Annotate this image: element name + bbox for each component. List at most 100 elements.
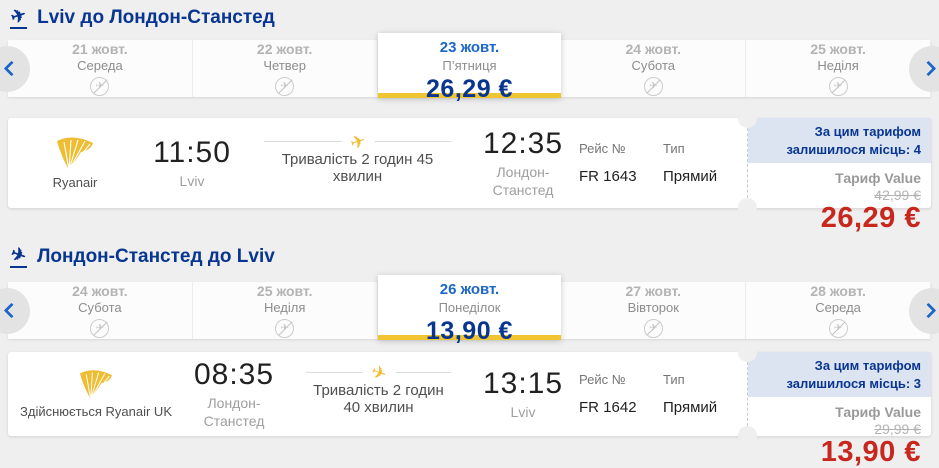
plane-takeoff-icon: ✈ [8, 4, 29, 29]
arrival-column: 12:35 Лондон-Станстед [467, 127, 579, 199]
date-label: 21 жовт. [72, 41, 128, 57]
flight-number-value: FR 1643 [579, 168, 637, 185]
date-cell[interactable]: 27 жовт. Вівторок ✈ [561, 282, 747, 339]
date-label: 23 жовт. [439, 39, 500, 56]
flight-type-column: Тип Прямий [663, 372, 747, 416]
plane-landing-icon: ✈ [8, 243, 30, 268]
date-cell[interactable]: 25 жовт. Неділя ✈ [746, 40, 931, 97]
no-flight-icon: ✈ [90, 319, 110, 338]
flight-type-label: Тип [663, 141, 685, 156]
flight-type-column: Тип Прямий [663, 141, 747, 185]
no-flight-icon: ✈ [643, 319, 663, 338]
arrival-city: Lviv [510, 403, 536, 420]
current-price: 13,90 € [820, 436, 921, 468]
old-price: 29,99 € [874, 421, 921, 438]
date-cell[interactable]: 24 жовт. Субота ✈ [561, 40, 747, 97]
inbound-title-text: Лондон-Станстед до Lviv [37, 246, 275, 267]
inbound-flight-card[interactable]: Здійснюється Ryanair UK 08:35 Лондон-Ста… [8, 343, 931, 468]
departure-time: 08:35 [193, 358, 275, 391]
date-label: 25 жовт. [810, 41, 866, 57]
arrival-time: 13:15 [482, 366, 564, 400]
seats-left-banner: За цим тарифом залишилося місць: 3 [748, 352, 931, 398]
date-label: 22 жовт. [256, 41, 313, 57]
date-cell-selected[interactable]: 26 жовт. Понеділок 13,90 € [377, 275, 562, 345]
no-flight-icon: ✈ [828, 77, 848, 96]
next-dates-button[interactable] [909, 45, 939, 92]
current-price: 26,29 € [820, 202, 921, 235]
duration-text: Тривалість 2 годин 40 хвилин [313, 382, 444, 416]
ticket-notch [738, 109, 757, 128]
duration-column: ✈ Тривалість 2 годин 45 хвилин [248, 130, 467, 185]
flight-path-line: ✈ [306, 361, 451, 384]
date-price: 26,29 € [426, 75, 513, 103]
fare-panel[interactable]: За цим тарифом залишилося місць: 3 Тариф… [738, 343, 931, 468]
fare-type-label: Тариф Value [835, 404, 921, 421]
departure-city: Лондон-Станстед [203, 395, 265, 429]
date-label: 28 жовт. [810, 283, 866, 299]
next-dates-button[interactable] [909, 287, 939, 334]
chevron-right-icon [920, 60, 936, 77]
outbound-flight-card[interactable]: Ryanair 11:50 Lviv ✈ Тривалість 2 годин … [8, 109, 931, 234]
carrier-name: Ryanair [52, 175, 98, 190]
date-label: 24 жовт. [625, 41, 682, 57]
seats-left-banner: За цим тарифом залишилося місць: 4 [748, 118, 931, 164]
no-flight-icon: ✈ [275, 319, 295, 338]
weekday-label: Четвер [263, 58, 307, 73]
flight-path-line: ✈ [264, 130, 451, 153]
arrival-time: 12:35 [482, 127, 564, 160]
outbound-date-carousel: 21 жовт. Середа ✈ 22 жовт. Четвер ✈ 23 ж… [0, 33, 939, 103]
departure-column: 11:50 Lviv [136, 136, 248, 191]
weekday-label: Неділя [263, 300, 306, 315]
carrier-column: Здійснюється Ryanair UK [8, 369, 178, 419]
inbound-section-title: ✈ Лондон-Станстед до Lviv [8, 243, 275, 268]
no-flight-icon: ✈ [275, 77, 295, 96]
date-cell-selected[interactable]: 23 жовт. П’ятниця 26,29 € [377, 33, 562, 103]
outbound-title-text: Lviv до Лондон-Станстед [37, 7, 275, 28]
duration-column: ✈ Тривалість 2 годин 40 хвилин [290, 361, 467, 416]
date-label: 27 жовт. [625, 283, 682, 299]
carrier-column: Ryanair [8, 136, 136, 190]
flight-number-label: Рейс № [579, 372, 626, 387]
fare-panel[interactable]: За цим тарифом залишилося місць: 4 Тариф… [738, 109, 931, 234]
chevron-left-icon [3, 60, 19, 77]
flight-type-value: Прямий [663, 399, 718, 416]
plane-landing-icon: ✈ [361, 361, 396, 384]
flight-number-column: Рейс № FR 1643 [579, 141, 663, 185]
date-label: 25 жовт. [256, 283, 313, 299]
inbound-date-carousel: 24 жовт. Субота ✈ 25 жовт. Неділя ✈ 26 ж… [0, 275, 939, 345]
weekday-label: Вівторок [627, 300, 679, 315]
ryanair-harp-icon [80, 370, 112, 400]
flight-number-value: FR 1642 [579, 399, 637, 416]
ryanair-harp-icon [57, 137, 93, 171]
weekday-label: П’ятниця [442, 58, 497, 73]
outbound-section-title: ✈ Lviv до Лондон-Станстед [8, 4, 275, 29]
weekday-label: Субота [78, 300, 122, 315]
chevron-left-icon [3, 302, 19, 319]
date-cell[interactable]: 22 жовт. Четвер ✈ [192, 40, 378, 97]
date-cell[interactable]: 24 жовт. Субота ✈ [8, 282, 193, 339]
weekday-label: Неділя [817, 58, 859, 73]
weekday-label: Понеділок [438, 300, 501, 315]
ticket-notch [738, 198, 757, 217]
date-cell[interactable]: 21 жовт. Середа ✈ [8, 40, 193, 97]
plane-flying-icon: ✈ [340, 130, 375, 153]
arrival-city: Лондон-Станстед [492, 164, 554, 198]
date-cell[interactable]: 28 жовт. Середа ✈ [746, 282, 931, 339]
date-label: 26 жовт. [439, 281, 500, 298]
weekday-label: Середа [77, 58, 123, 73]
departure-column: 08:35 Лондон-Станстед [178, 358, 290, 430]
fare-type-label: Тариф Value [835, 170, 921, 187]
weekday-label: Середа [815, 300, 861, 315]
departure-city: Lviv [179, 172, 205, 189]
old-price: 42,99 € [874, 187, 921, 204]
no-flight-icon: ✈ [643, 77, 663, 96]
flight-number-label: Рейс № [579, 141, 626, 156]
date-price: 13,90 € [426, 317, 513, 345]
flight-type-label: Тип [663, 372, 685, 387]
duration-text: Тривалість 2 годин 45 хвилин [281, 151, 434, 185]
chevron-right-icon [920, 302, 936, 319]
date-cell[interactable]: 25 жовт. Неділя ✈ [192, 282, 378, 339]
ticket-notch [738, 426, 757, 445]
no-flight-icon: ✈ [90, 77, 110, 96]
no-flight-icon: ✈ [828, 319, 848, 338]
